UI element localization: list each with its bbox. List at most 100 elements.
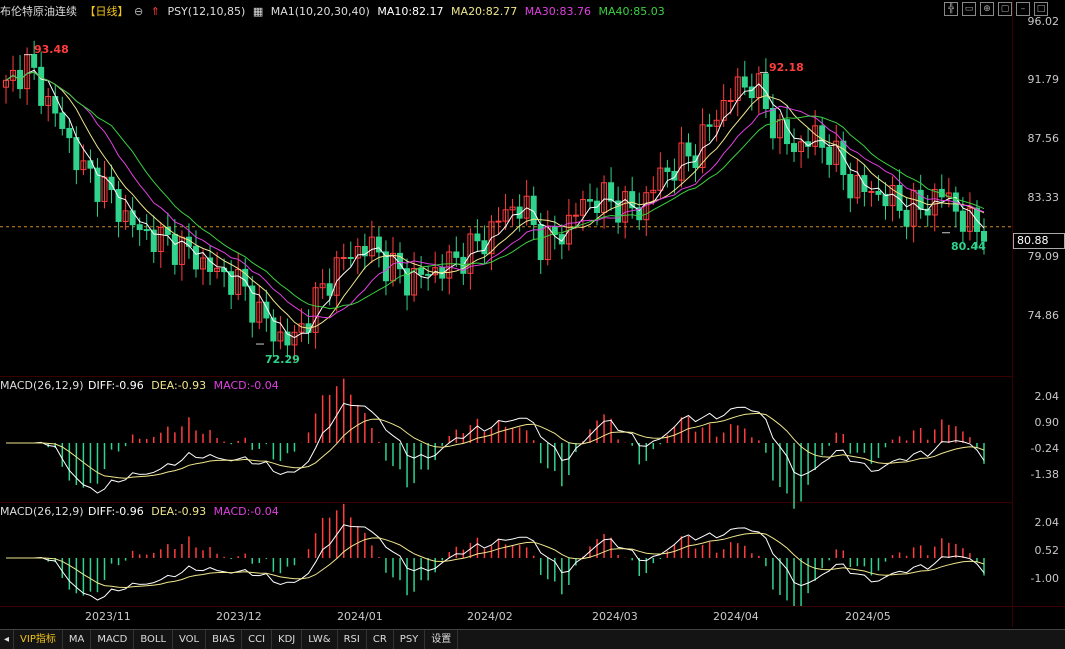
candle-body xyxy=(671,170,678,181)
candle-body xyxy=(586,199,593,202)
tab-prev-icon[interactable]: ◂ xyxy=(0,629,15,649)
candle-body xyxy=(277,331,284,342)
candle-body xyxy=(298,323,305,333)
chart-icon: ▦ xyxy=(252,5,264,18)
candle-body xyxy=(629,191,636,209)
candle-body xyxy=(861,175,868,192)
split-view-icon[interactable]: ▭ xyxy=(962,2,976,16)
candle-body xyxy=(354,246,361,259)
candle-body xyxy=(312,287,319,333)
candle-body xyxy=(171,233,178,265)
macd-panel-header: MACD(26,12,9) DIFF:-0.96 DEA:-0.93 MACD:… xyxy=(0,379,283,392)
date-axis-label: 2023/11 xyxy=(85,610,131,623)
candle-body xyxy=(80,160,87,171)
ma20-line xyxy=(5,71,985,329)
tab-kdj[interactable]: KDJ xyxy=(272,629,303,649)
candle-body xyxy=(798,141,805,153)
candle-body xyxy=(516,206,523,219)
candle-body xyxy=(207,257,214,272)
macd-title: MACD(26,12,9) xyxy=(0,505,84,518)
macd-panel-header: MACD(26,12,9) DIFF:-0.96 DEA:-0.93 MACD:… xyxy=(0,505,283,518)
candle-body xyxy=(826,146,833,165)
tab-cr[interactable]: CR xyxy=(367,629,394,649)
tab-cci[interactable]: CCI xyxy=(242,629,273,649)
candle-body xyxy=(333,257,340,296)
candle-body xyxy=(453,251,460,258)
axis-divider xyxy=(1012,0,1013,627)
candle-body xyxy=(10,69,17,81)
candle-body xyxy=(819,125,826,148)
candle-body xyxy=(741,76,748,88)
candle-body xyxy=(748,86,755,99)
candle-body xyxy=(242,268,249,287)
restore-window-icon[interactable]: ▢ xyxy=(998,2,1012,16)
macd2-diff-line xyxy=(6,524,985,601)
candle-body xyxy=(157,226,164,252)
tab-settings[interactable]: 设置 xyxy=(425,629,459,649)
candle-body xyxy=(903,209,910,227)
macd-axis-label: 0.52 xyxy=(1034,544,1060,557)
tab-vol[interactable]: VOL xyxy=(173,629,207,649)
candle-body xyxy=(66,127,73,139)
candle-body xyxy=(615,200,622,223)
candle-body xyxy=(122,210,129,222)
crosshair-icon[interactable]: ╬ xyxy=(944,2,958,16)
tab-macd[interactable]: MACD xyxy=(91,629,135,649)
period-label[interactable]: 【日线】 xyxy=(84,5,129,18)
arrow-up-icon: ⇑ xyxy=(150,5,160,18)
macd1-dea-line xyxy=(6,412,985,479)
low-annotation: 72.29 xyxy=(265,353,300,366)
tab-lw[interactable]: LW& xyxy=(302,629,338,649)
candle-body xyxy=(833,140,840,165)
tab-rsi[interactable]: RSI xyxy=(338,629,367,649)
date-axis-label: 2024/05 xyxy=(845,610,891,623)
candle-body xyxy=(664,167,671,172)
candle-body xyxy=(192,245,199,270)
current-price-tag: 80.88 xyxy=(1013,233,1065,249)
candle-body xyxy=(129,210,136,226)
price-axis-label: 96.02 xyxy=(1027,15,1060,28)
candle-body xyxy=(847,173,854,199)
candle-body xyxy=(94,167,101,202)
low-annotation: 80.44 xyxy=(951,240,986,253)
candle-body xyxy=(136,224,143,231)
candle-body xyxy=(650,189,657,194)
zoom-in-icon[interactable]: ⊕ xyxy=(980,2,994,16)
macd-axis-label: -1.00 xyxy=(1030,572,1059,585)
macd2-dea-line xyxy=(6,532,985,589)
psy-indicator[interactable]: PSY(12,10,85) xyxy=(167,5,246,18)
candle-body xyxy=(432,267,439,276)
ma-indicator[interactable]: MA1(10,20,30,40) xyxy=(270,5,370,18)
macd-axis-label: -0.24 xyxy=(1030,442,1059,455)
price-axis-label: 79.09 xyxy=(1027,250,1060,263)
candle-body xyxy=(706,124,713,127)
candle-body xyxy=(249,285,256,323)
maximize-window-icon[interactable]: □ xyxy=(1034,2,1048,16)
tab-ma[interactable]: MA xyxy=(63,629,92,649)
candle-body xyxy=(854,175,861,199)
candle-body xyxy=(488,221,495,255)
candle-body xyxy=(263,301,270,319)
ma10-value: MA10:82.17 xyxy=(377,5,444,18)
tab-boll[interactable]: BOLL xyxy=(134,629,174,649)
candle-body xyxy=(73,137,80,171)
candle-body xyxy=(882,193,889,207)
price-chart[interactable] xyxy=(0,0,1012,606)
candle-body xyxy=(608,182,615,202)
candle-body xyxy=(685,142,692,157)
candle-body xyxy=(115,189,122,222)
tab-psy[interactable]: PSY xyxy=(394,629,426,649)
tab-bias[interactable]: BIAS xyxy=(206,629,243,649)
tab-vip[interactable]: VIP指标 xyxy=(14,629,63,649)
minimize-window-icon[interactable]: – xyxy=(1016,2,1030,16)
candle-body xyxy=(411,267,418,296)
candle-body xyxy=(319,283,326,289)
candle-body xyxy=(840,140,847,175)
ma10-line xyxy=(5,69,985,339)
target-icon[interactable]: ⊖ xyxy=(134,5,144,18)
date-axis-label: 2024/03 xyxy=(592,610,638,623)
price-axis-label: 83.33 xyxy=(1027,191,1060,204)
candle-body xyxy=(875,190,882,195)
candle-body xyxy=(474,233,481,242)
ma30-line xyxy=(5,71,985,319)
